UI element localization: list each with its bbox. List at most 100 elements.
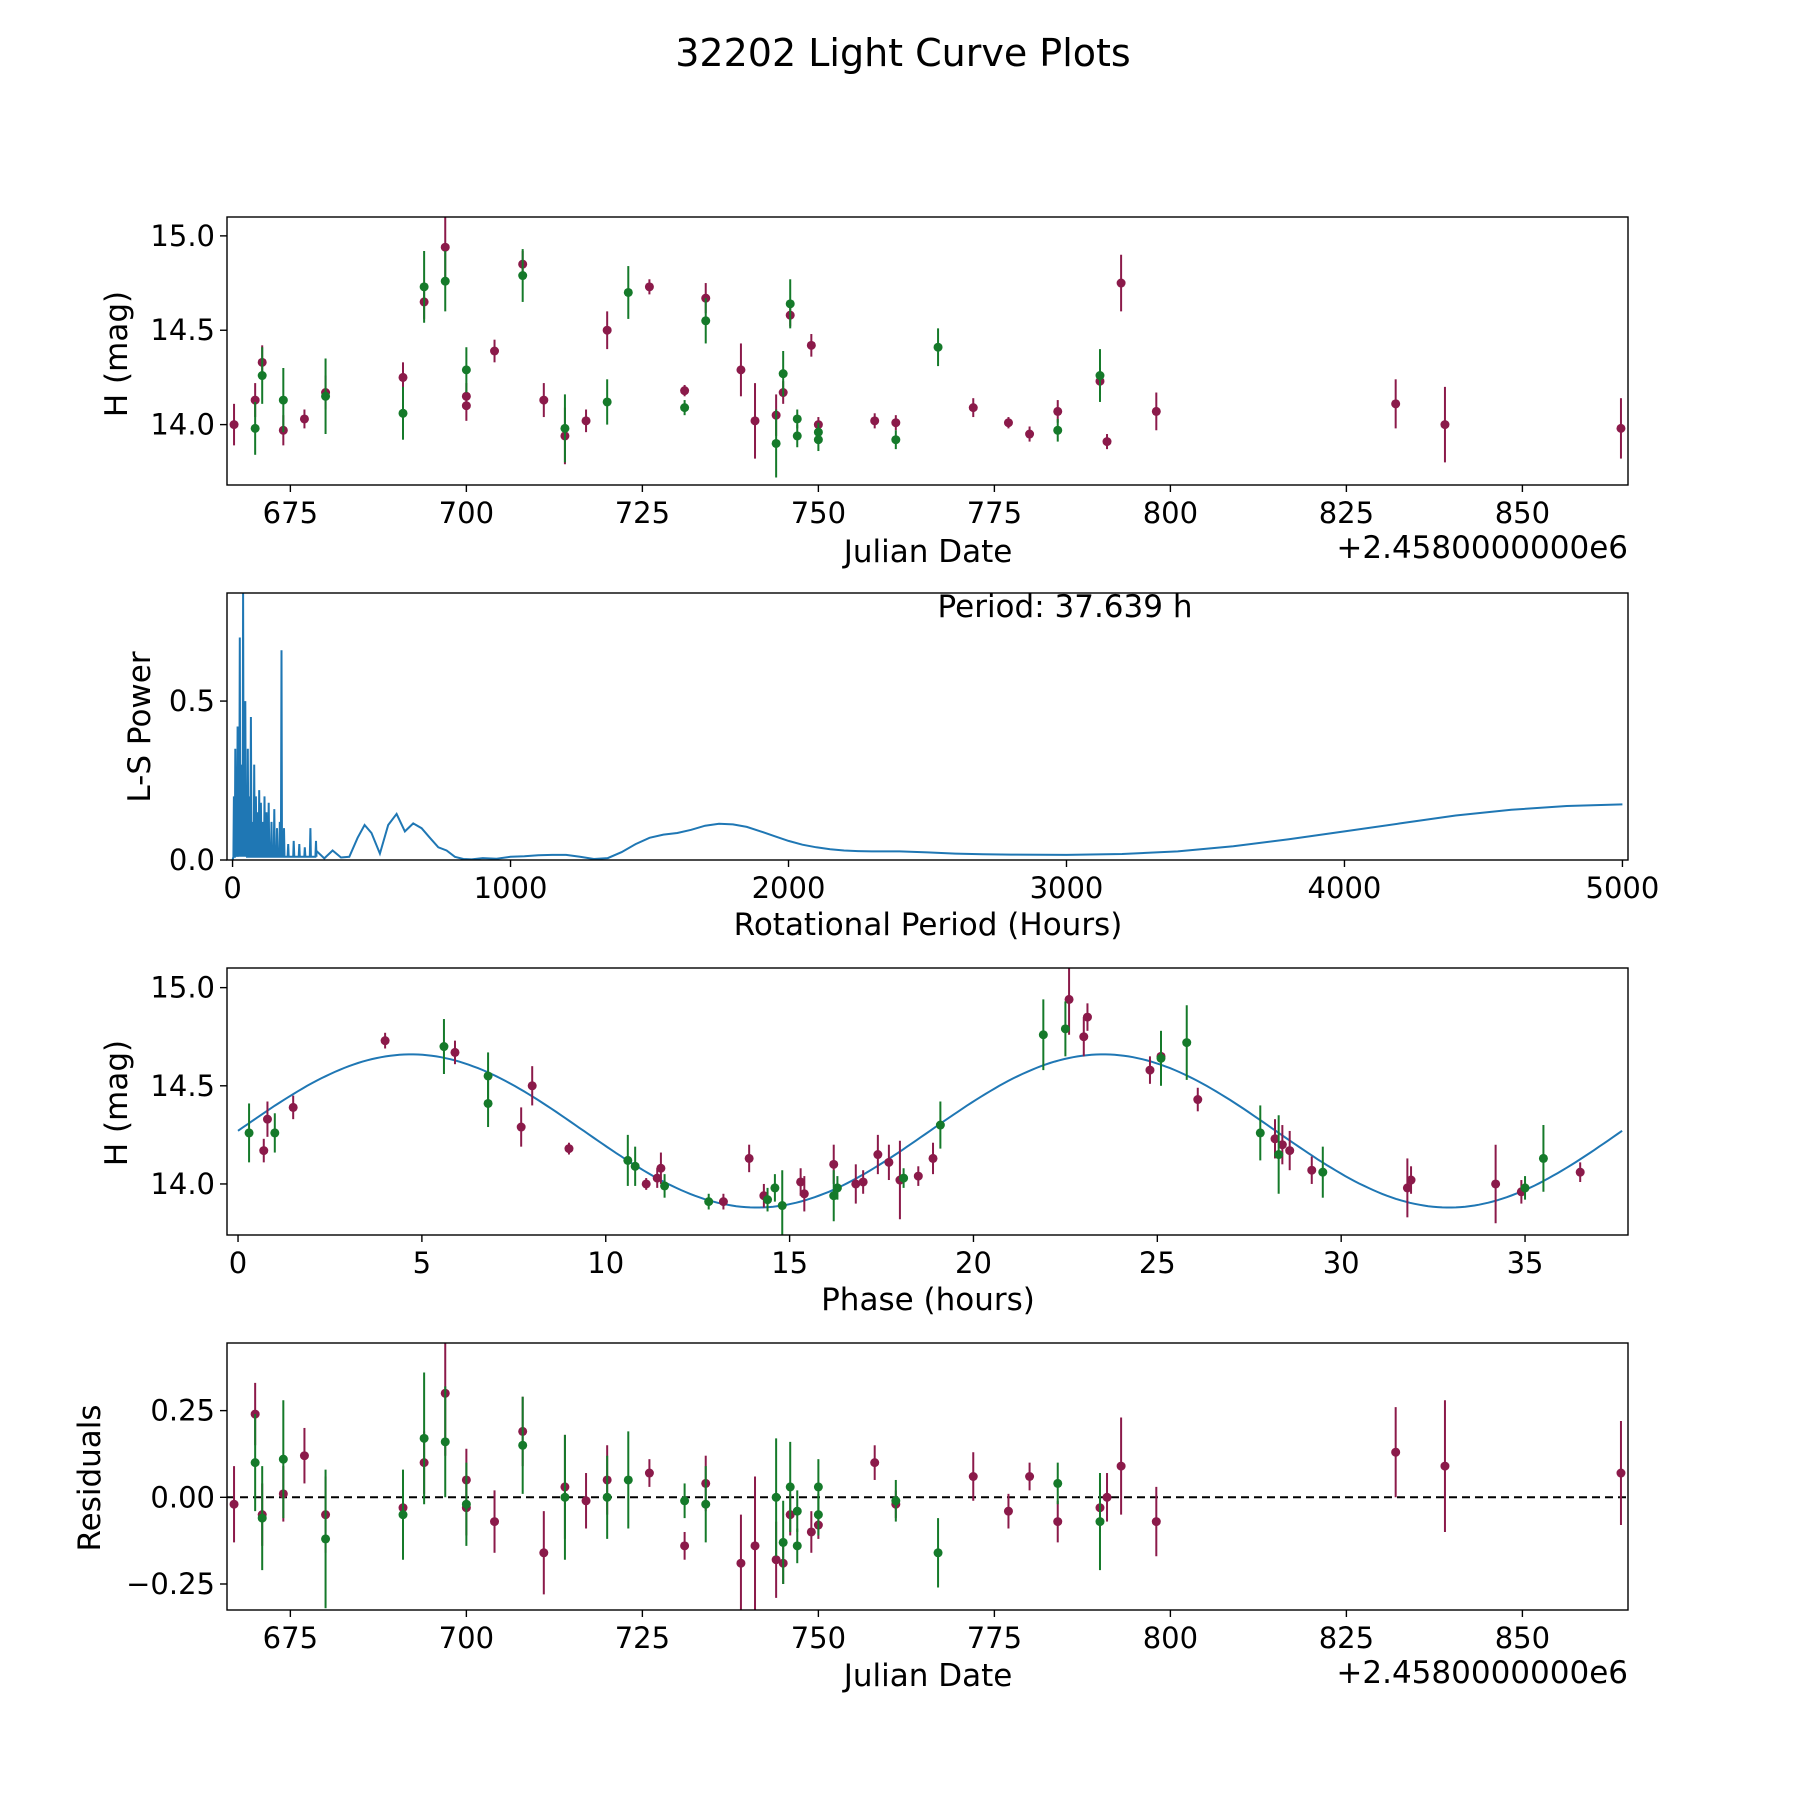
residuals-data-point <box>644 1468 654 1478</box>
residuals-data-point <box>440 1437 450 1447</box>
lightcurve-data-point <box>461 365 471 375</box>
residuals-data-point <box>250 1458 260 1468</box>
lightcurve-data-point <box>419 282 429 292</box>
residuals-series-filter_a <box>229 1343 1626 1610</box>
residuals-data-point <box>792 1506 802 1516</box>
lightcurve-data-point <box>1095 371 1105 381</box>
lightcurve-axes-frame <box>226 216 1629 486</box>
lightcurve-data-point <box>891 435 901 445</box>
phased-y-tick-label: 14.5 <box>150 1069 215 1103</box>
residuals-data-point <box>1053 1517 1063 1527</box>
phased-data-point <box>1285 1146 1295 1156</box>
residuals-data-point <box>1151 1517 1161 1527</box>
lightcurve-data-point <box>490 346 500 356</box>
residuals-data-point <box>1053 1478 1063 1488</box>
phased-data-point <box>1406 1175 1416 1185</box>
residuals-data-point <box>750 1541 760 1551</box>
lightcurve-data-point <box>933 342 943 352</box>
periodogram-panel: Rotational Period (Hours) L-S Power Peri… <box>122 589 1659 943</box>
lightcurve-offset-label: +2.4580000000e6 <box>1336 530 1628 566</box>
residuals-data-point <box>518 1440 528 1450</box>
lightcurve-data-point <box>1053 425 1063 435</box>
residuals-data-point <box>461 1499 471 1509</box>
phased-series-filter_b <box>244 999 1548 1235</box>
phased-data-point <box>641 1179 651 1189</box>
phased-data-point <box>1307 1165 1317 1175</box>
lightcurve-data-point <box>1616 423 1626 433</box>
phased-data-point <box>259 1146 269 1156</box>
lightcurve-data-point <box>1116 278 1126 288</box>
lightcurve-data-point <box>602 397 612 407</box>
lightcurve-ylabel: H (mag) <box>99 291 135 417</box>
residuals-data-point <box>778 1537 788 1547</box>
periodogram-x-tick-label: 3000 <box>1030 871 1104 905</box>
residuals-xlabel: Julian Date <box>842 1658 1013 1694</box>
phased-data-point <box>1060 1024 1070 1034</box>
residuals-data-point <box>623 1475 633 1485</box>
lightcurve-data-point <box>680 403 690 413</box>
residuals-data-point <box>398 1510 408 1520</box>
residuals-data-point <box>1440 1461 1450 1471</box>
lightcurve-data-point <box>250 423 260 433</box>
phased-x-tick-label: 5 <box>413 1246 431 1280</box>
phased-data-point <box>527 1081 537 1091</box>
residuals-data-point <box>680 1541 690 1551</box>
lightcurve-x-tick-label: 825 <box>1319 496 1374 530</box>
phased-data-point <box>829 1191 839 1201</box>
phased-data-point <box>770 1183 780 1193</box>
lightcurve-data-point <box>736 365 746 375</box>
phased-data-point <box>439 1042 449 1052</box>
residuals-data-point <box>1391 1447 1401 1457</box>
residuals-data-point <box>581 1496 591 1506</box>
lightcurve-data-point <box>1391 399 1401 409</box>
phased-data-point <box>516 1122 526 1132</box>
phased-data-point <box>262 1114 272 1124</box>
residuals-data-point <box>968 1472 978 1481</box>
phased-x-tick-label: 0 <box>229 1246 247 1280</box>
phased-data-point <box>899 1173 909 1183</box>
lightcurve-data-point <box>701 316 711 326</box>
lightcurve-data-point <box>1102 437 1112 447</box>
periodogram-power-line <box>231 593 1623 860</box>
phased-data-point <box>1277 1140 1287 1150</box>
phased-x-tick-label: 10 <box>587 1246 624 1280</box>
lightcurve-panel: Julian Date H (mag) +2.4580000000e6 675 7… <box>99 216 1629 570</box>
lightcurve-data-point <box>321 391 331 401</box>
phased-data-point <box>656 1163 666 1173</box>
periodogram-y-tick-label: 0.5 <box>169 684 215 718</box>
residuals-data-point <box>1025 1472 1035 1481</box>
residuals-data-point <box>299 1451 309 1461</box>
phased-data-point <box>288 1102 298 1112</box>
lightcurve-series-filter_b <box>250 249 1105 478</box>
residuals-data-point <box>771 1555 781 1565</box>
phased-y-tick-label: 15.0 <box>150 971 215 1005</box>
residuals-data-point <box>891 1496 901 1506</box>
phased-axes-frame <box>226 967 1629 1236</box>
residuals-data-point <box>419 1433 429 1443</box>
lightcurve-x-tick-label: 725 <box>615 496 670 530</box>
lightcurve-data-point <box>539 395 549 405</box>
residuals-data-point <box>257 1513 267 1523</box>
lightcurve-x-tick-label: 750 <box>791 496 846 530</box>
phased-data-point <box>799 1189 809 1199</box>
periodogram-ylabel: L-S Power <box>122 651 158 802</box>
phased-data-point <box>380 1036 390 1046</box>
phased-data-point <box>1182 1038 1192 1048</box>
residuals-panel: Julian Date Residuals +2.4580000000e6 67… <box>72 1342 1629 1694</box>
lightcurve-data-point <box>644 282 654 292</box>
residuals-ylabel: Residuals <box>72 1404 108 1551</box>
periodogram-x-tick-label: 0 <box>223 871 241 905</box>
residuals-data-point <box>1102 1492 1112 1502</box>
lightcurve-data-point <box>229 420 239 430</box>
phased-data-point <box>1538 1153 1548 1163</box>
lightcurve-data-point <box>870 416 880 426</box>
phased-data-point <box>1402 1183 1412 1193</box>
residuals-axes-frame <box>226 1342 1629 1611</box>
residuals-data-point <box>539 1548 549 1558</box>
period-annotation: Period: 37.639 h <box>938 589 1193 625</box>
lightcurve-data-point <box>560 423 570 433</box>
phased-data-point <box>1318 1167 1328 1177</box>
residuals-data-point <box>792 1541 802 1551</box>
residuals-y-tick-label: 0.00 <box>150 1480 215 1514</box>
lightcurve-y-tick-label: 15.0 <box>150 219 215 253</box>
